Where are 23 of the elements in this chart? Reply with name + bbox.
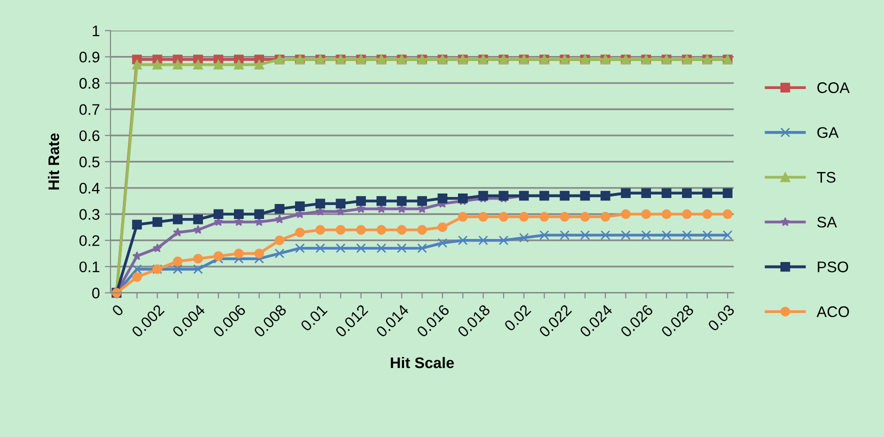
y-tick-label: 1 xyxy=(92,26,100,36)
y-tick-label: 0.5 xyxy=(79,156,100,168)
y-tick-label: 0.2 xyxy=(79,235,100,246)
y-tick-label: 0.1 xyxy=(79,261,100,272)
y-tick-label: 0.9 xyxy=(79,52,100,62)
x-tick-label: 0.02 xyxy=(504,304,532,332)
y-axis-title: Hit Rate xyxy=(48,133,60,190)
x-tick-label: 0 xyxy=(111,304,124,317)
legend-label: TS xyxy=(816,172,836,183)
y-tick-label: 0.7 xyxy=(79,104,100,115)
legend-label: COA xyxy=(817,82,850,94)
x-tick-label: 0.01 xyxy=(300,304,328,332)
legend-label: SA xyxy=(817,216,837,228)
y-tick-label: 0.6 xyxy=(79,130,100,142)
y-tick-label: 0.8 xyxy=(79,78,100,89)
legend-label: ACO xyxy=(816,306,849,318)
y-tick-label: 0.4 xyxy=(79,182,100,194)
x-axis-title: Hit Scale xyxy=(390,356,454,368)
y-tick-label: 0.3 xyxy=(79,209,100,220)
y-tick-label: 0 xyxy=(92,288,100,298)
legend-label: GA xyxy=(817,127,839,138)
legend-label: PSO xyxy=(818,262,848,272)
x-tick-label: 0.03 xyxy=(707,304,736,332)
